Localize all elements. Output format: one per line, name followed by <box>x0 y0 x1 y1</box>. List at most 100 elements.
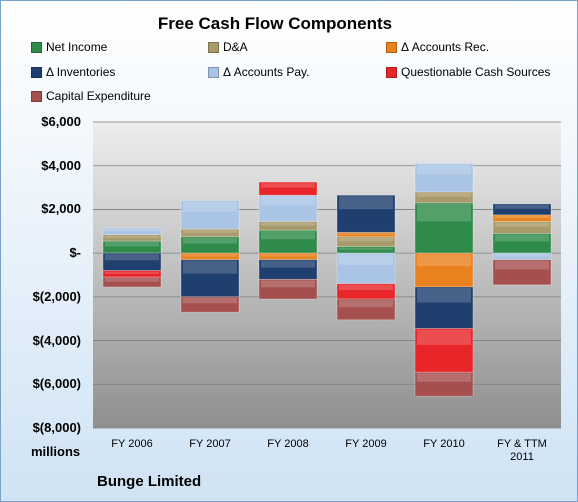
y-tick-label: $2,000 <box>41 201 81 217</box>
bar-highlight <box>417 329 471 345</box>
bar-highlight <box>339 196 393 210</box>
bar-segment <box>414 371 474 397</box>
bar-segment <box>492 252 552 261</box>
bar-segment <box>414 202 474 254</box>
legend-label: Questionable Cash Sources <box>401 65 551 79</box>
bar-highlight <box>261 254 315 257</box>
x-tick-label: FY 2010 <box>423 438 465 450</box>
bar-segment <box>414 163 474 193</box>
bar-segment <box>492 259 552 286</box>
bar-segment <box>180 200 240 230</box>
legend-label: Δ Accounts Rec. <box>401 40 490 54</box>
bar-highlight <box>495 254 549 257</box>
chart-title: Free Cash Flow Components <box>157 14 393 33</box>
legend-item: Δ Inventories <box>31 65 115 79</box>
legend-label: D&A <box>223 40 248 54</box>
y-tick-label: $(4,000) <box>32 332 81 348</box>
bar-segment <box>258 278 318 300</box>
bar-highlight <box>261 260 315 268</box>
legend-swatch <box>31 41 42 53</box>
bar-highlight <box>183 254 237 257</box>
bar-highlight <box>417 254 471 267</box>
units-label: millions <box>31 444 81 459</box>
bar-highlight <box>261 280 315 288</box>
bar-highlight <box>339 247 393 250</box>
bar-highlight <box>105 271 159 274</box>
bar-segment <box>180 296 240 313</box>
bar-highlight <box>417 373 471 382</box>
legend-swatch <box>31 66 42 78</box>
plot-background <box>93 122 561 428</box>
bar-highlight <box>495 260 549 270</box>
bar-segment <box>102 276 162 288</box>
x-tick-label: FY 2006 <box>111 438 153 450</box>
bar-highlight <box>339 284 393 291</box>
legend-label: Net Income <box>46 40 108 54</box>
legend-label: Δ Inventories <box>46 65 116 79</box>
bar-highlight <box>495 204 549 209</box>
legend-item: Δ Accounts Pay. <box>208 65 310 79</box>
bar-highlight <box>417 164 471 175</box>
bar-highlight <box>183 237 237 244</box>
legend-swatch <box>386 41 397 53</box>
bar-segment <box>336 252 396 285</box>
legend-swatch <box>386 66 397 78</box>
x-tick-label: FY & TTM 2011 <box>497 438 547 463</box>
bar-segment <box>336 194 396 233</box>
x-tick-label: FY 2008 <box>267 438 309 450</box>
bar-highlight <box>261 183 315 188</box>
bar-highlight <box>105 235 159 238</box>
legend-swatch <box>31 90 42 102</box>
bar-segment <box>492 203 552 216</box>
bar-highlight <box>495 234 549 242</box>
bar-highlight <box>339 254 393 265</box>
bar-highlight <box>105 242 159 247</box>
bar-highlight <box>105 229 159 232</box>
bar-highlight <box>261 222 315 226</box>
bar-highlight <box>417 192 471 197</box>
bar-highlight <box>339 233 393 235</box>
y-tick-label: $(6,000) <box>32 376 81 392</box>
legend-swatch <box>208 66 219 78</box>
bar-segment <box>180 252 240 261</box>
bar-segment <box>102 227 162 235</box>
bar-highlight <box>261 231 315 240</box>
legend-item: Net Income <box>31 40 107 54</box>
y-tick-label: $4,000 <box>41 157 81 173</box>
bar-highlight <box>105 278 159 282</box>
y-tick-label: $- <box>69 245 81 261</box>
bar-segment <box>258 181 318 196</box>
bar-highlight <box>339 237 393 242</box>
bar-segment <box>336 298 396 321</box>
legend-item: D&A <box>208 40 248 54</box>
bar-highlight <box>261 196 315 206</box>
y-tick-label: $(2,000) <box>32 288 81 304</box>
legend-label: Capital Expenditure <box>46 89 151 103</box>
bar-segment <box>258 252 318 261</box>
bar-segment <box>414 328 474 373</box>
bar-highlight <box>495 215 549 219</box>
legend-label: Δ Accounts Pay. <box>223 65 310 79</box>
bar-segment <box>414 286 474 329</box>
x-tick-label: FY 2009 <box>345 438 387 450</box>
bar-highlight <box>417 288 471 303</box>
bar-highlight <box>183 201 237 212</box>
y-tick-label: $(8,000) <box>32 420 81 435</box>
legend-swatch <box>208 41 219 53</box>
legend-item: Capital Expenditure <box>31 89 151 103</box>
bar-segment <box>180 259 240 298</box>
bar-highlight <box>417 203 471 222</box>
y-tick-label: $6,000 <box>41 114 81 129</box>
bar-highlight <box>183 297 237 304</box>
bar-highlight <box>183 260 237 274</box>
bar-highlight <box>183 230 237 233</box>
bar-highlight <box>339 300 393 308</box>
x-tick-label: FY 2007 <box>189 438 231 450</box>
bar-segment <box>414 252 474 288</box>
legend-item: Questionable Cash Sources <box>386 65 550 79</box>
legend-item: Δ Accounts Rec. <box>386 40 489 54</box>
company-name: Bunge Limited <box>97 473 202 490</box>
bar-highlight <box>105 254 159 261</box>
